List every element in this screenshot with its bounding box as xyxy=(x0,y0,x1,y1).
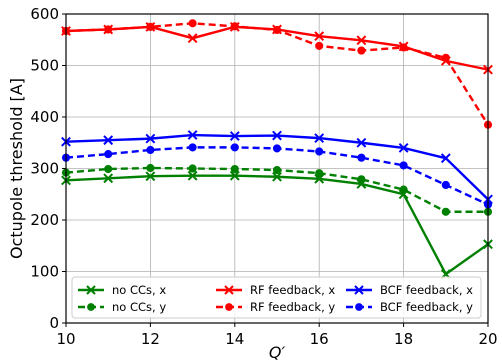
point-marker xyxy=(357,46,366,55)
y-tick-label: 0 xyxy=(49,314,59,332)
legend-label: no CCs, x xyxy=(112,283,166,297)
point-marker xyxy=(399,161,408,170)
point-marker xyxy=(272,130,282,141)
legend-entry: BCF feedback, y xyxy=(346,300,473,314)
point-marker xyxy=(103,173,114,184)
y-tick-label: 500 xyxy=(30,57,59,75)
legend-entry: no CCs, x xyxy=(78,283,166,297)
point-marker xyxy=(104,150,113,159)
point-marker xyxy=(188,19,197,28)
series-bcf-feedback-y xyxy=(61,143,493,209)
legend-box xyxy=(71,276,482,319)
legend-entry: BCF feedback, x xyxy=(346,283,473,297)
point-marker xyxy=(272,165,282,175)
legend-label: RF feedback, y xyxy=(250,300,335,314)
legend-label: BCF feedback, x xyxy=(380,283,473,297)
point-marker xyxy=(357,175,366,184)
point-marker xyxy=(441,53,450,62)
x-tick-label: 14 xyxy=(225,330,244,348)
point-marker xyxy=(145,171,156,182)
point-marker xyxy=(187,33,198,44)
x-tick-label: 18 xyxy=(394,330,413,348)
x-axis-label: Q′ xyxy=(269,343,286,362)
point-marker xyxy=(315,169,324,178)
x-tick-label: 16 xyxy=(310,330,329,348)
legend-entry: RF feedback, y xyxy=(216,300,335,314)
point-marker xyxy=(355,303,363,311)
point-marker xyxy=(272,25,282,35)
legend-label: BCF feedback, y xyxy=(380,300,473,314)
x-tick-label: 10 xyxy=(56,330,75,348)
point-marker xyxy=(314,133,325,144)
point-marker xyxy=(146,22,155,31)
point-marker xyxy=(87,303,95,311)
x-tick-label: 12 xyxy=(141,330,160,348)
y-tick-label: 400 xyxy=(30,108,59,126)
point-marker xyxy=(229,131,240,141)
point-marker xyxy=(224,285,234,295)
point-marker xyxy=(440,153,451,164)
series-no-ccs-y xyxy=(61,163,493,216)
point-marker xyxy=(315,147,324,156)
legend-label: RF feedback, x xyxy=(250,283,335,297)
legend: no CCs, x no CCs, y RF feedback, x RF feedb… xyxy=(71,276,482,319)
series-line xyxy=(65,22,490,126)
point-marker xyxy=(187,130,198,140)
legend-label: no CCs, y xyxy=(112,300,166,314)
point-marker xyxy=(187,170,198,181)
y-tick-label: 300 xyxy=(30,160,59,178)
point-marker xyxy=(314,31,325,42)
y-axis-label: Octupole threshold [A] xyxy=(7,78,26,259)
point-marker xyxy=(103,135,114,146)
point-marker xyxy=(399,185,408,194)
y-tick-label: 100 xyxy=(30,263,59,281)
series-line xyxy=(65,166,488,213)
point-marker xyxy=(357,153,366,162)
point-marker xyxy=(146,145,155,155)
series-no-ccs-x xyxy=(61,170,493,279)
series-line xyxy=(65,174,489,276)
point-marker xyxy=(398,142,409,153)
point-marker xyxy=(356,137,367,148)
point-marker xyxy=(272,144,282,153)
x-tick-label: 20 xyxy=(478,330,497,348)
point-marker xyxy=(356,35,367,46)
point-marker xyxy=(441,207,450,216)
point-marker xyxy=(399,43,408,52)
series-rf-feedback-y xyxy=(61,19,493,129)
point-marker xyxy=(225,303,233,311)
point-marker xyxy=(315,41,324,51)
point-marker xyxy=(104,164,113,174)
point-marker xyxy=(145,133,156,144)
point-marker xyxy=(441,180,450,190)
point-marker xyxy=(86,285,96,295)
legend-entry: RF feedback, x xyxy=(216,283,335,297)
point-marker xyxy=(188,164,197,173)
point-marker xyxy=(104,25,113,34)
y-tick-label: 200 xyxy=(30,211,59,229)
point-marker xyxy=(354,285,364,295)
point-marker xyxy=(188,143,197,152)
point-marker xyxy=(229,170,240,181)
y-tick-label: 600 xyxy=(30,5,59,23)
series-layer xyxy=(61,19,493,279)
point-marker xyxy=(230,143,239,152)
point-marker xyxy=(272,171,282,182)
point-marker xyxy=(230,164,239,174)
legend-entry: no CCs, y xyxy=(78,300,166,314)
point-marker xyxy=(146,163,155,173)
point-marker xyxy=(230,22,239,31)
